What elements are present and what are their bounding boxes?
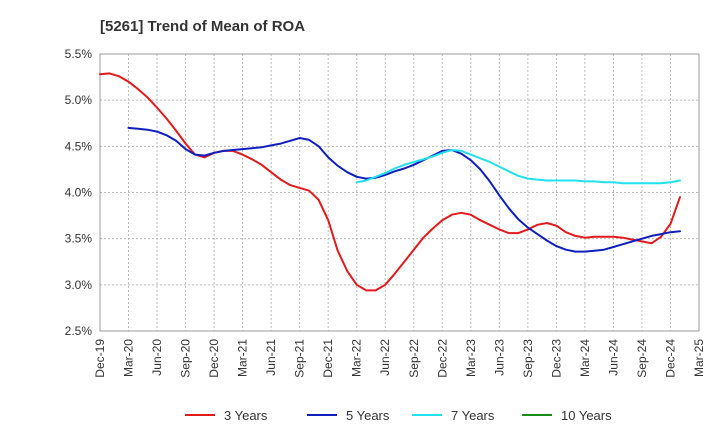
x-tick-label: Sep-21 (293, 339, 307, 378)
x-tick-label: Mar-21 (236, 339, 250, 377)
y-tick-label: 3.0% (65, 278, 93, 292)
series-lines (99, 72, 681, 292)
y-tick-label: 3.5% (65, 232, 93, 246)
x-tick-label: Dec-23 (549, 339, 563, 378)
y-tick-label: 4.0% (65, 186, 93, 200)
x-tick-label: Mar-23 (464, 339, 478, 377)
grid (100, 54, 699, 331)
y-axis: 2.5% 3.0% 3.5% 4.0% 4.5% 5.0% 5.5% (65, 47, 93, 338)
y-tick-label: 4.5% (65, 139, 93, 153)
x-tick-label: Jun-23 (492, 339, 506, 376)
series-line-5-years (127, 126, 681, 253)
x-tick-label: Sep-24 (635, 339, 649, 378)
legend-label: 7 Years (451, 408, 495, 423)
y-tick-label: 5.5% (65, 47, 93, 61)
y-tick-label: 2.5% (65, 324, 93, 338)
legend: 3 Years 5 Years 7 Years 10 Years (185, 408, 612, 423)
x-tick-label: Dec-24 (663, 339, 677, 378)
x-tick-label: Mar-25 (692, 339, 706, 377)
x-tick-label: Jun-20 (150, 339, 164, 376)
plot-frame (99, 53, 700, 332)
x-tick-label: Sep-20 (179, 339, 193, 378)
x-tick-label: Sep-23 (521, 339, 535, 378)
x-tick-label: Jun-21 (264, 339, 278, 376)
x-tick-label: Dec-19 (93, 339, 107, 378)
x-tick-label: Sep-22 (407, 339, 421, 378)
legend-label: 3 Years (224, 408, 268, 423)
legend-label: 10 Years (561, 408, 612, 423)
x-tick-label: Dec-21 (321, 339, 335, 378)
x-tick-label: Mar-22 (350, 339, 364, 377)
x-tick-label: Jun-24 (606, 339, 620, 376)
x-tick-label: Jun-22 (378, 339, 392, 376)
y-tick-label: 5.0% (65, 93, 93, 107)
legend-label: 5 Years (346, 408, 390, 423)
x-tick-label: Dec-22 (435, 339, 449, 378)
x-tick-label: Dec-20 (207, 339, 221, 378)
x-tick-label: Mar-20 (122, 339, 136, 377)
x-tick-label: Mar-24 (578, 339, 592, 377)
series-line-7-years (355, 149, 681, 185)
chart-title: [5261] Trend of Mean of ROA (100, 18, 305, 35)
x-axis: Dec-19 Mar-20 Jun-20 Sep-20 Dec-20 Mar-21 Jun-… (93, 339, 706, 378)
